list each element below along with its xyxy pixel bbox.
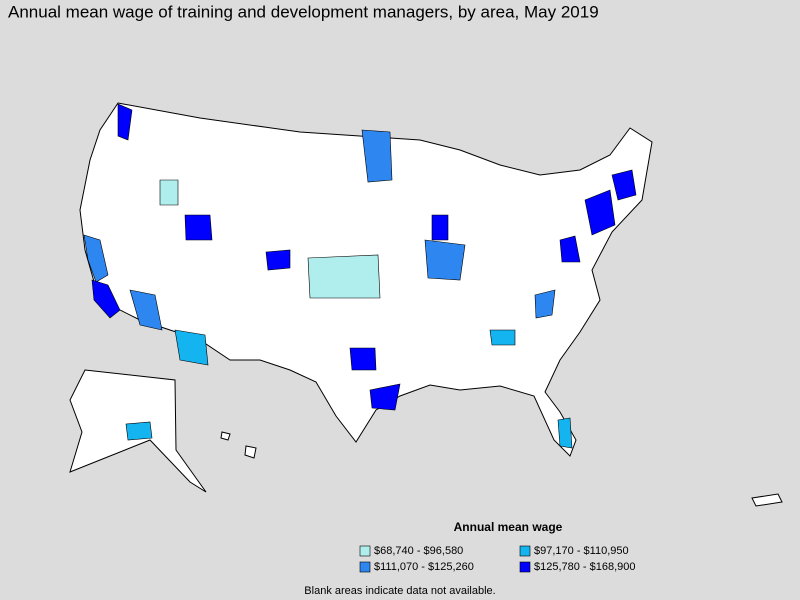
area [369, 383, 401, 411]
legend-swatch [519, 545, 531, 557]
legend-swatch [359, 561, 371, 573]
area [159, 179, 179, 206]
legend-label: $125,780 - $168,900 [534, 561, 636, 573]
legend-label: $111,070 - $125,260 [374, 561, 474, 573]
area [557, 417, 573, 449]
metro-areas [83, 103, 637, 449]
area [184, 214, 213, 241]
area [129, 289, 163, 331]
area [611, 169, 637, 201]
area [584, 189, 616, 236]
map-title: Annual mean wage of training and develop… [8, 2, 599, 21]
legend-title: Annual mean wage [454, 520, 563, 534]
hawaii [244, 445, 257, 459]
area [307, 254, 381, 299]
area [431, 214, 449, 241]
hawaii [220, 431, 231, 441]
legend-swatch [359, 545, 371, 557]
area [361, 129, 393, 183]
area [559, 235, 581, 263]
legend: $68,740 - $96,580 $97,170 - $110,950 $111,… [359, 545, 636, 573]
legend-label: $68,740 - $96,580 [374, 545, 463, 557]
area [534, 289, 556, 319]
area [489, 329, 516, 346]
footnote: Blank areas indicate data not available. [304, 585, 495, 597]
area [91, 279, 121, 319]
area [83, 234, 109, 283]
legend-label: $97,170 - $110,950 [534, 545, 629, 557]
area [174, 329, 209, 366]
area [349, 347, 377, 371]
puerto-rico [751, 493, 783, 507]
area [117, 103, 133, 141]
area [424, 239, 466, 281]
area [125, 421, 153, 441]
map [69, 102, 783, 507]
area [265, 249, 291, 271]
legend-swatch [519, 561, 531, 573]
